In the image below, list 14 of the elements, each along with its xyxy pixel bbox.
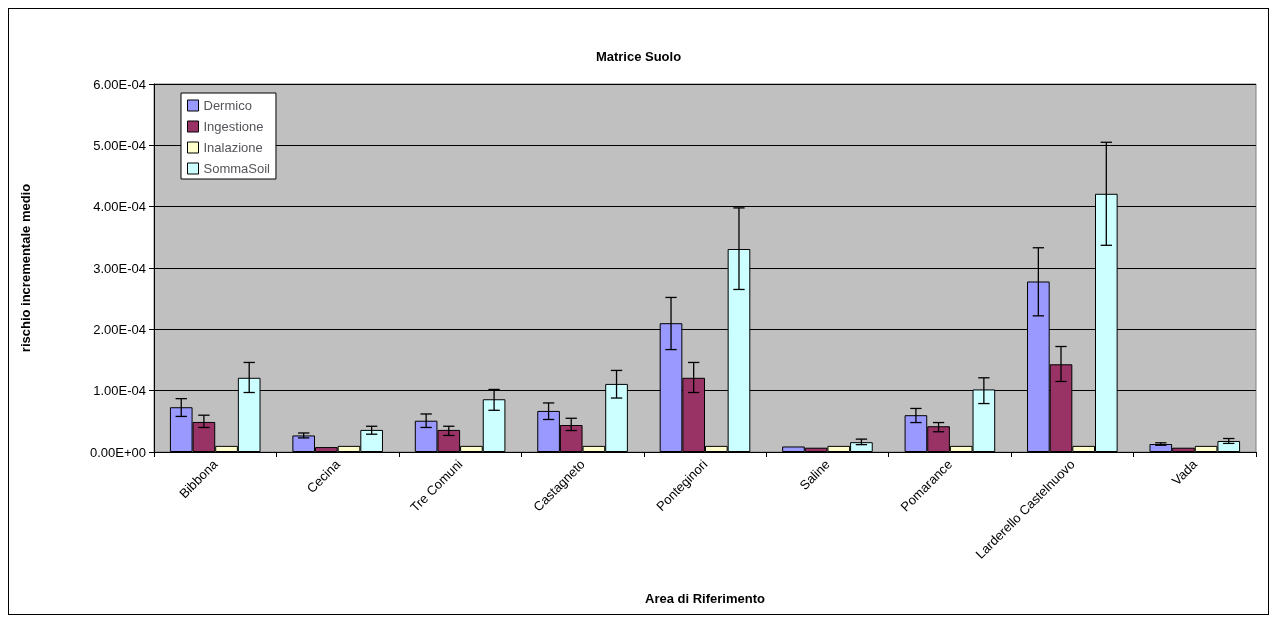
legend-label: Ingestione [203, 119, 264, 134]
y-tick-label: 6.00E-04 [93, 76, 146, 92]
y-tick-label: 2.00E-04 [93, 321, 146, 337]
legend-label: SommaSoil [203, 161, 271, 176]
x-axis-title: Area di Riferimento [645, 591, 766, 606]
legend-label: Inalazione [203, 140, 263, 155]
y-tick-label: 0.00E+00 [89, 444, 146, 460]
y-tick-label: 4.00E-04 [93, 199, 146, 215]
y-tick-label: 3.00E-04 [93, 260, 146, 276]
y-axis-title: rischio incrementale medio [18, 183, 33, 353]
chart-title: Matrice Suolo [595, 49, 682, 64]
legend-label: Dermico [203, 98, 252, 113]
y-tick-label: 5.00E-04 [93, 137, 146, 153]
y-tick-label: 1.00E-04 [93, 383, 146, 399]
